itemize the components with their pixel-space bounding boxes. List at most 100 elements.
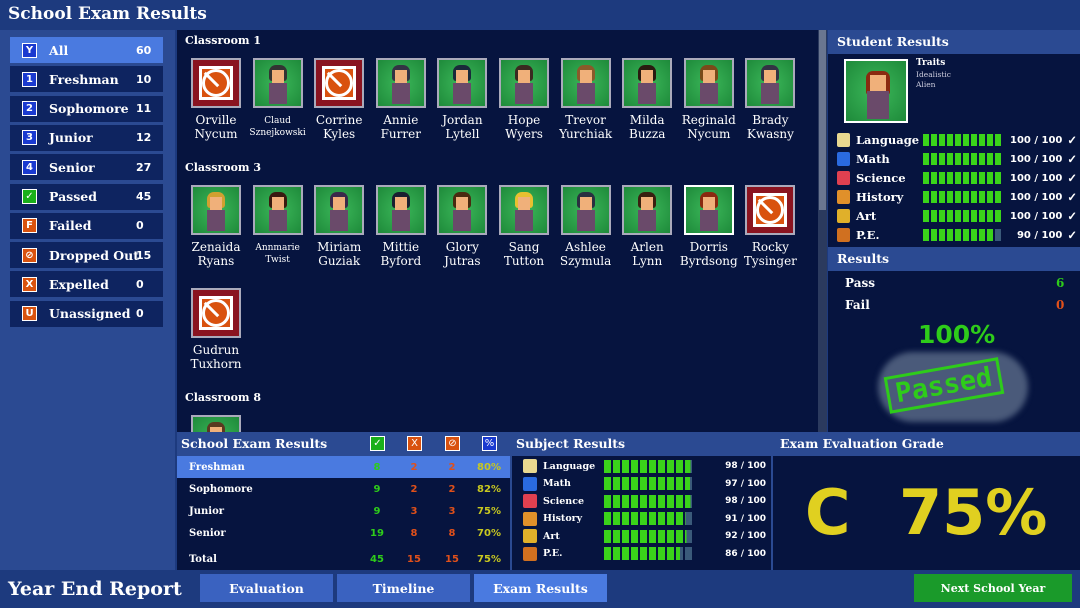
row-label: Freshman — [189, 461, 245, 473]
student-card[interactable] — [560, 58, 611, 108]
table-row[interactable]: Total 45 15 15 75% — [177, 548, 510, 570]
sidebar-item-label: Sophomore — [49, 101, 129, 117]
summary-panel: School Exam Results ✓ X ⊘ % Subject Resu… — [177, 432, 1080, 570]
student-card[interactable] — [314, 185, 365, 235]
tab-timeline[interactable]: Timeline — [337, 574, 470, 602]
basketball-icon — [837, 228, 850, 242]
last-name: Buzza — [629, 127, 666, 141]
subject-row: P.E. 86 / 100 — [523, 546, 766, 561]
student-name: Orville Nycum — [186, 113, 246, 141]
next-school-year-button[interactable]: Next School Year — [914, 574, 1072, 602]
table-row[interactable]: Sophomore 9 2 2 82% — [177, 478, 510, 500]
easel-icon — [837, 209, 850, 223]
student-card[interactable] — [375, 185, 426, 235]
subject-name: Language — [543, 460, 596, 472]
student-name: Hope Wyers — [494, 113, 554, 141]
score-bar — [604, 547, 692, 560]
student-card[interactable] — [499, 185, 549, 235]
classroom-heading: Classroom 8 — [185, 391, 262, 404]
sidebar-item-count: 27 — [136, 160, 152, 174]
student-name: Trevor Yurchiak — [556, 113, 616, 141]
sidebar-item-count: 45 — [136, 190, 152, 203]
subject-score: 90 / 100 — [1016, 229, 1063, 241]
sidebar-item-expelled[interactable]: X Expelled 0 — [10, 271, 163, 298]
student-card[interactable] — [191, 415, 241, 432]
student-name: Reginald Nycum — [679, 113, 739, 141]
student-name: Miriam Guziak — [309, 240, 369, 268]
student-card[interactable] — [314, 58, 365, 108]
page-title: School Exam Results — [8, 4, 207, 24]
cell-pct: 75% — [477, 553, 501, 565]
last-name: Jutras — [444, 254, 481, 268]
student-card[interactable] — [191, 288, 241, 338]
fail-label: Fail — [845, 298, 870, 312]
student-name: Glory Jutras — [432, 240, 492, 268]
subject-row: Math 97 / 100 — [523, 476, 766, 491]
cell-fail: 2 — [410, 461, 418, 473]
student-card[interactable] — [560, 185, 611, 235]
student-card[interactable] — [252, 58, 303, 108]
subject-score: 86 / 100 — [725, 548, 766, 559]
sidebar-item-passed[interactable]: ✓ Passed 45 — [10, 183, 163, 210]
cell-pass: 9 — [373, 506, 381, 518]
student-card[interactable] — [622, 58, 673, 108]
student-card[interactable] — [745, 58, 796, 108]
first-name: Rocky — [751, 240, 789, 254]
student-card[interactable] — [252, 185, 303, 235]
first-name: Reginald — [681, 113, 736, 127]
sidebar-item-label: Freshman — [49, 71, 119, 87]
student-card[interactable] — [191, 185, 241, 235]
student-card[interactable] — [622, 185, 673, 235]
table-row[interactable]: Junior 9 3 3 75% — [177, 501, 510, 523]
student-card[interactable] — [745, 185, 796, 235]
student-card[interactable] — [375, 58, 426, 108]
sidebar-item-senior[interactable]: 4 Senior 27 — [10, 154, 163, 181]
tab-exam-results[interactable]: Exam Results — [474, 574, 607, 602]
subject-row: Art 92 / 100 — [523, 529, 766, 543]
sidebar-item-unassigned[interactable]: U Unassigned 0 — [10, 300, 163, 327]
tab-evaluation[interactable]: Evaluation — [200, 574, 333, 602]
sidebar-item-count: 12 — [136, 131, 152, 145]
sidebar-item-failed[interactable]: F Failed 0 — [10, 212, 163, 239]
passed-icon: ✓ — [370, 436, 385, 451]
sidebar-item-all[interactable]: Y All 60 — [10, 37, 163, 63]
grade-title: Exam Evaluation Grade — [780, 436, 944, 451]
table-row[interactable]: Senior 19 8 8 70% — [177, 523, 510, 545]
filter-icon: X — [22, 276, 37, 292]
subject-row: Art 100 / 100 ✓ — [837, 209, 1077, 223]
scrollbar-thumb[interactable] — [819, 30, 826, 210]
student-card[interactable] — [499, 58, 549, 108]
subject-icon — [523, 511, 537, 526]
scrollbar[interactable] — [818, 30, 827, 432]
first-name: Zenaida — [191, 240, 241, 254]
first-name: Miriam — [317, 240, 362, 254]
first-name: Gudrun — [192, 343, 240, 357]
score-bar — [923, 172, 1002, 184]
grade-percent: 75% — [899, 476, 1048, 549]
score-bar — [923, 229, 1002, 241]
sidebar-item-junior[interactable]: 3 Junior 12 — [10, 124, 163, 151]
subject-score: 97 / 100 — [725, 478, 766, 489]
cell-pass: 19 — [370, 528, 384, 540]
subject-row: Science 98 / 100 — [523, 494, 766, 508]
first-name: Dorris — [689, 240, 728, 254]
student-card[interactable] — [437, 58, 488, 108]
subject-icon — [523, 476, 537, 491]
sidebar-item-sophomore[interactable]: 2 Sophomore 11 — [10, 95, 163, 122]
first-name: Corrine — [315, 113, 363, 127]
subject-score: 91 / 100 — [725, 513, 766, 524]
student-card[interactable] — [437, 185, 488, 235]
student-card[interactable] — [683, 185, 734, 235]
score-bar — [923, 210, 1002, 222]
table-row[interactable]: Freshman 8 2 2 80% — [177, 456, 510, 478]
first-name: Ashlee — [565, 240, 606, 254]
cell-pass: 45 — [370, 553, 384, 565]
student-card[interactable] — [683, 58, 734, 108]
subject-score: 98 / 100 — [725, 461, 766, 471]
cell-drop: 3 — [448, 506, 456, 518]
subject-name: Art — [855, 209, 877, 223]
sidebar-item-freshman[interactable]: 1 Freshman 10 — [10, 66, 163, 93]
student-card[interactable] — [191, 58, 241, 108]
student-name: Corrine Kyles — [309, 113, 369, 141]
sidebar-item-dropped-out[interactable]: ⊘ Dropped Out 15 — [10, 242, 163, 269]
